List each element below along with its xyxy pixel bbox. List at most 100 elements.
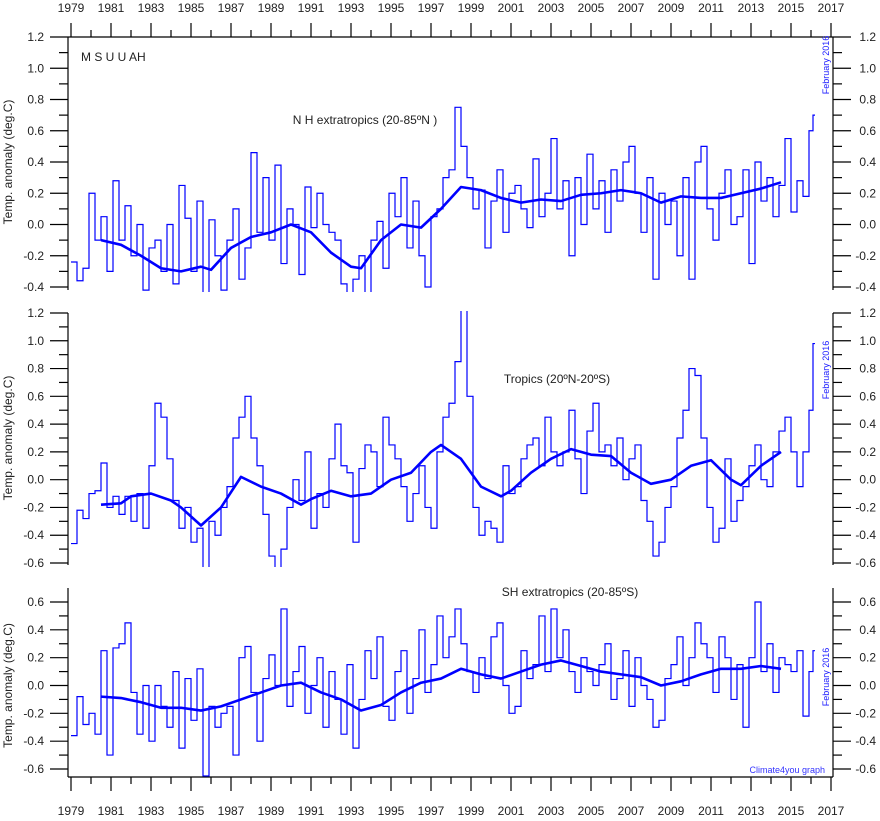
x-tick-label: 1991 <box>298 804 325 818</box>
y-tick-label-left: 1.2 <box>27 30 44 44</box>
y-tick-label-right: 1.2 <box>859 306 876 320</box>
x-tick-label: 2011 <box>698 804 724 818</box>
y-tick-label-right: 0.2 <box>859 651 876 665</box>
y-axis-label: Temp. anomaly (deg.C) <box>1 376 15 501</box>
x-tick-label: 2011 <box>698 1 724 15</box>
x-tick-label: 2003 <box>538 804 565 818</box>
y-tick-label-right: 1.0 <box>859 61 876 75</box>
y-tick-label-left: 1.2 <box>27 306 44 320</box>
y-tick-label-right: -0.2 <box>855 249 876 263</box>
x-tick-label: 2003 <box>538 1 565 15</box>
y-tick-label-left: 0.6 <box>27 124 44 138</box>
x-tick-label: 1983 <box>138 1 165 15</box>
x-tick-label: 1997 <box>418 804 445 818</box>
monthly-anomaly-series <box>71 601 815 777</box>
x-tick-label: 1989 <box>258 1 285 15</box>
end-date-note: February 2016 <box>821 648 831 707</box>
running-mean-series <box>100 443 782 527</box>
y-tick-label-right: -0.4 <box>855 280 876 294</box>
monthly-anomaly-series <box>71 311 815 567</box>
y-tick-label-left: -0.6 <box>23 556 44 570</box>
y-tick-label-right: 0.4 <box>859 623 876 637</box>
x-tick-label: 2009 <box>658 804 685 818</box>
dataset-label: M S U U AH <box>81 50 146 64</box>
x-tick-label: 2013 <box>738 804 765 818</box>
y-tick-label-right: 0.8 <box>859 362 876 376</box>
x-tick-label: 2017 <box>818 1 845 15</box>
y-axis-label: Temp. anomaly (deg.C) <box>1 623 15 748</box>
x-tick-label: 1987 <box>218 804 245 818</box>
x-tick-label: 2007 <box>618 1 645 15</box>
y-tick-label-left: -0.2 <box>23 249 44 263</box>
x-tick-label: 1999 <box>458 1 485 15</box>
y-tick-label-right: -0.4 <box>855 528 876 542</box>
y-tick-label-left: 0.4 <box>27 417 44 431</box>
x-tick-label: 1983 <box>138 804 165 818</box>
panel-sh-extratropics: 0.6 0.6 0.4 0.4 0.2 0.2 0.0 0.0 -0.2 -0.2 -0.4 -0.4… <box>1 585 876 777</box>
x-tick-label: 1995 <box>378 1 405 15</box>
y-tick-label-right: -0.2 <box>855 500 876 514</box>
y-tick-label-right: 0.4 <box>859 155 876 169</box>
x-tick-label: 2015 <box>778 804 805 818</box>
x-tick-label: 2017 <box>818 804 845 818</box>
running-mean-series <box>100 181 782 273</box>
panel-title: SH extratropics (20-85ºS) <box>502 585 638 599</box>
x-tick-label: 2015 <box>778 1 805 15</box>
x-tick-label: 1987 <box>218 1 245 15</box>
top-x-axis: 1979 1981 1983 1985 1987 1989 1991 1993 1995 1997… <box>58 1 845 38</box>
x-tick-label: 2013 <box>738 1 765 15</box>
x-tick-label: 1985 <box>178 1 205 15</box>
y-tick-label-right: 0.0 <box>859 679 876 693</box>
panel-title: N H extratropics (20-85ºN ) <box>293 113 437 127</box>
x-tick-label: 1995 <box>378 804 405 818</box>
y-tick-label-left: 0.8 <box>27 362 44 376</box>
y-tick-label-right: 0.2 <box>859 186 876 200</box>
x-tick-label: 2009 <box>658 1 685 15</box>
panel-nh-extratropics: 1.2 1.2 1.0 1.0 0.8 0.8 0.6 0.6 0.4 0.4 0.2 0.2 0.0 0… <box>1 30 876 294</box>
y-tick-label-right: 0.4 <box>859 417 876 431</box>
y-axis-label: Temp. anomaly (deg.C) <box>1 100 15 225</box>
y-tick-label-right: 0.6 <box>859 124 876 138</box>
y-tick-label-left: 0.0 <box>27 679 44 693</box>
y-tick-label-left: 0.2 <box>27 186 44 200</box>
x-tick-label: 1981 <box>98 1 125 15</box>
y-tick-label-left: -0.4 <box>23 734 44 748</box>
y-tick-label-right: 0.0 <box>859 218 876 232</box>
x-tick-label: 1979 <box>58 804 85 818</box>
x-tick-label: 1991 <box>298 1 325 15</box>
y-tick-label-right: 0.6 <box>859 389 876 403</box>
monthly-anomaly-series <box>71 106 815 292</box>
y-tick-label-left: 0.8 <box>27 93 44 107</box>
panel-title: Tropics (20ºN-20ºS) <box>504 372 610 386</box>
y-tick-label-left: -0.4 <box>23 280 44 294</box>
panel-tropics: 1.2 1.2 1.0 1.0 0.8 0.8 0.6 0.6 0.4 0.4 0.2 0.2 0.0 0… <box>1 306 876 570</box>
y-tick-label-right: -0.4 <box>855 734 876 748</box>
y-tick-label-left: 0.2 <box>27 651 44 665</box>
y-tick-label-left: 0.2 <box>27 445 44 459</box>
y-tick-label-left: 0.4 <box>27 623 44 637</box>
x-tick-label: 1993 <box>338 1 365 15</box>
y-tick-label-left: 1.0 <box>27 61 44 75</box>
x-tick-label: 2005 <box>578 804 605 818</box>
y-tick-label-left: 0.6 <box>27 595 44 609</box>
x-tick-label: 2007 <box>618 804 645 818</box>
y-tick-label-right: 1.2 <box>859 30 876 44</box>
x-tick-label: 1997 <box>418 1 445 15</box>
running-mean-series <box>100 659 782 712</box>
x-tick-label: 2001 <box>498 804 525 818</box>
y-tick-label-right: -0.6 <box>855 556 876 570</box>
x-tick-label: 1981 <box>98 804 125 818</box>
y-tick-label-right: 0.0 <box>859 473 876 487</box>
x-tick-label: 1989 <box>258 804 285 818</box>
x-tick-label: 1993 <box>338 804 365 818</box>
y-tick-label-left: 0.0 <box>27 473 44 487</box>
y-tick-label-right: 0.2 <box>859 445 876 459</box>
x-tick-label: 2001 <box>498 1 525 15</box>
credit-label: Climate4you graph <box>749 765 825 775</box>
x-tick-label: 1979 <box>58 1 85 15</box>
y-tick-label-left: 0.6 <box>27 389 44 403</box>
y-tick-label-left: 0.4 <box>27 155 44 169</box>
end-date-note: February 2016 <box>821 36 831 95</box>
x-tick-label: 1985 <box>178 804 205 818</box>
